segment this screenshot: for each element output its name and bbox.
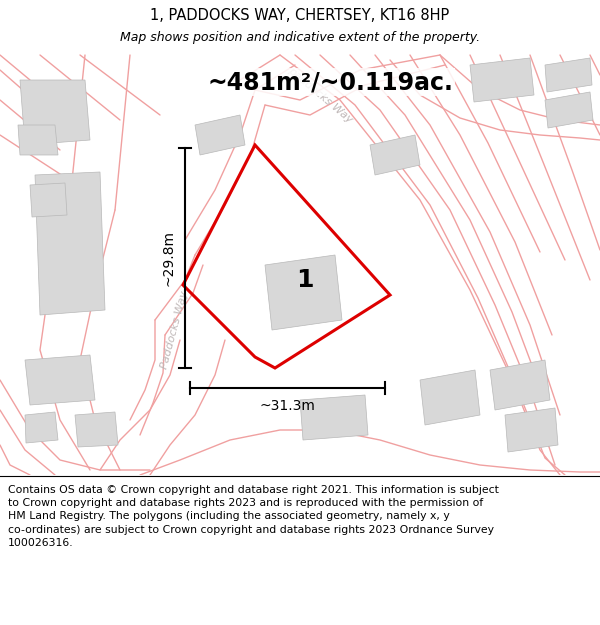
Text: 1, PADDOCKS WAY, CHERTSEY, KT16 8HP: 1, PADDOCKS WAY, CHERTSEY, KT16 8HP: [151, 9, 449, 24]
Polygon shape: [300, 395, 368, 440]
Polygon shape: [505, 408, 558, 452]
Text: Map shows position and indicative extent of the property.: Map shows position and indicative extent…: [120, 31, 480, 44]
Polygon shape: [25, 412, 58, 443]
Text: ~31.3m: ~31.3m: [260, 399, 316, 413]
Text: Paddocks Way: Paddocks Way: [160, 290, 190, 370]
Polygon shape: [265, 255, 342, 330]
Polygon shape: [25, 355, 95, 405]
Text: ~481m²/~0.119ac.: ~481m²/~0.119ac.: [207, 70, 453, 94]
Polygon shape: [35, 172, 105, 315]
Polygon shape: [490, 360, 550, 410]
Polygon shape: [18, 125, 58, 155]
Polygon shape: [370, 135, 420, 175]
Text: 1: 1: [296, 268, 314, 292]
Polygon shape: [20, 80, 90, 145]
Polygon shape: [195, 115, 245, 155]
Text: Contains OS data © Crown copyright and database right 2021. This information is : Contains OS data © Crown copyright and d…: [8, 485, 499, 548]
Text: ~29.8m: ~29.8m: [162, 230, 176, 286]
Polygon shape: [75, 412, 118, 447]
Polygon shape: [30, 183, 67, 217]
Text: paddocks Way: paddocks Way: [286, 65, 354, 125]
Polygon shape: [545, 92, 593, 128]
Polygon shape: [470, 58, 534, 102]
Polygon shape: [420, 370, 480, 425]
Polygon shape: [545, 58, 592, 92]
